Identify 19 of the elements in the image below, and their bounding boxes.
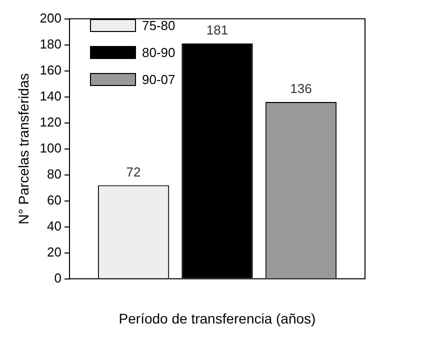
- y-axis-title: N° Parcelas transferidas: [15, 73, 32, 224]
- data-label: 136: [290, 81, 312, 96]
- y-tick-label: 100: [40, 140, 62, 156]
- y-tick-label: 20: [47, 244, 62, 260]
- y-tick-label: 160: [40, 62, 62, 78]
- data-label: 181: [206, 22, 228, 38]
- y-tick-label: 180: [40, 36, 62, 52]
- x-axis-title: Período de transferencia (años): [118, 310, 316, 326]
- legend-label: 80-90: [142, 45, 176, 60]
- y-tick-label: 0: [54, 270, 62, 286]
- data-label: 72: [126, 164, 141, 180]
- y-tick-label: 140: [40, 88, 62, 104]
- y-tick-label: 80: [47, 166, 62, 182]
- y-tick-label: 40: [47, 218, 62, 234]
- y-tick-label: 60: [47, 192, 62, 208]
- legend-label: 75-80: [142, 18, 176, 33]
- y-tick-label: 120: [40, 114, 62, 130]
- legend-label: 90-07: [142, 72, 176, 87]
- y-tick-label: 200: [40, 10, 62, 26]
